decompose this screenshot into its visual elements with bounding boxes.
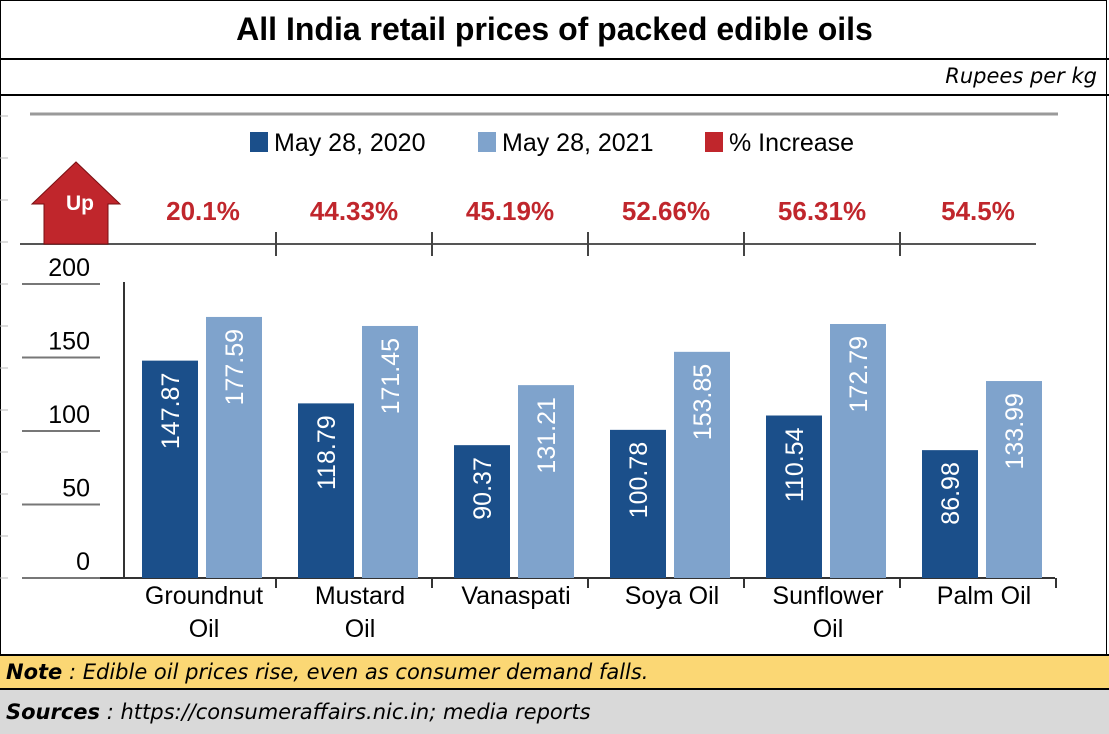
bar-2020-label: 110.54 <box>781 427 809 502</box>
increase-value: 44.33% <box>310 196 398 226</box>
bar-2020-label: 147.87 <box>157 373 185 449</box>
bar-2020-label: 90.37 <box>469 457 497 520</box>
bar-2021-label: 171.45 <box>377 338 405 414</box>
bar-2021-label: 153.85 <box>689 364 717 440</box>
bar-2021 <box>206 316 262 578</box>
up-arrow-icon <box>30 161 122 245</box>
category-label: Oil <box>813 615 844 643</box>
bar-2020 <box>298 403 354 578</box>
sources-label: Sources <box>6 700 101 724</box>
increase-value: 54.5% <box>941 196 1015 226</box>
category-label: Groundnut <box>145 582 263 610</box>
increase-value: 45.19% <box>466 196 554 226</box>
y-tick-label: 150 <box>48 328 90 356</box>
legend-series2-swatch <box>478 132 496 152</box>
note-label: Note <box>6 660 63 684</box>
bar-2021 <box>362 325 418 578</box>
unit-bar: Rupees per kg <box>0 60 1109 96</box>
bar-2020-label: 86.98 <box>937 462 965 525</box>
bar-2021-label: 177.59 <box>221 329 249 405</box>
legend-series2-label: May 28, 2021 <box>502 129 654 157</box>
bar-2020 <box>454 445 510 578</box>
chart-title: All India retail prices of packed edible… <box>236 10 873 47</box>
category-label: Vanaspati <box>461 582 570 610</box>
legend-series1-swatch <box>250 132 268 152</box>
category-label: Sunflower <box>772 582 883 610</box>
bar-2020 <box>766 415 822 578</box>
category-label: Palm Oil <box>937 582 1031 610</box>
category-label: Soya Oil <box>625 582 719 610</box>
legend-series1-label: May 28, 2020 <box>274 129 426 157</box>
chart-area: May 28, 2020 May 28, 2021 % Increase 20.1% 4… <box>0 96 1109 656</box>
unit-label: Rupees per kg <box>945 64 1097 88</box>
y-tick-label: 0 <box>76 548 90 576</box>
increase-value: 56.31% <box>778 196 866 226</box>
bar-2020-label: 118.79 <box>313 415 341 490</box>
bar-2021-label: 131.21 <box>533 397 561 473</box>
bar-2021-label: 172.79 <box>845 336 873 412</box>
bar-2020 <box>610 429 666 578</box>
category-label: Mustard <box>315 582 405 610</box>
bar-2021 <box>986 381 1042 578</box>
increase-value: 20.1% <box>166 196 240 226</box>
bar-2021 <box>674 351 730 578</box>
category-label: Oil <box>345 615 376 643</box>
increase-value: 52.66% <box>622 196 710 226</box>
category-label: Oil <box>189 615 220 643</box>
note-bar: Note : Edible oil prices rise, even as c… <box>0 654 1109 690</box>
bar-2020 <box>922 450 978 578</box>
legend-increase-label: % Increase <box>729 129 854 157</box>
chart-svg: May 28, 2020 May 28, 2021 % Increase 20.1% 4… <box>0 112 1058 643</box>
bar-2021 <box>830 323 886 578</box>
y-tick-label: 200 <box>48 254 90 282</box>
bar-2021-label: 133.99 <box>1001 393 1029 469</box>
bar-2020 <box>142 360 198 578</box>
title-bar: All India retail prices of packed edible… <box>0 0 1109 60</box>
y-tick-label: 50 <box>62 475 90 503</box>
sources-bar: Sources : https://consumeraffairs.nic.in… <box>0 690 1109 734</box>
legend-increase-swatch <box>705 132 723 152</box>
note-text: : Edible oil prices rise, even as consum… <box>62 660 649 684</box>
bar-2021 <box>518 385 574 578</box>
up-label: Up <box>66 192 94 215</box>
sources-text: : https://consumeraffairs.nic.in; media … <box>100 700 591 724</box>
bar-2020-label: 100.78 <box>625 442 653 518</box>
y-tick-label: 100 <box>48 401 90 429</box>
